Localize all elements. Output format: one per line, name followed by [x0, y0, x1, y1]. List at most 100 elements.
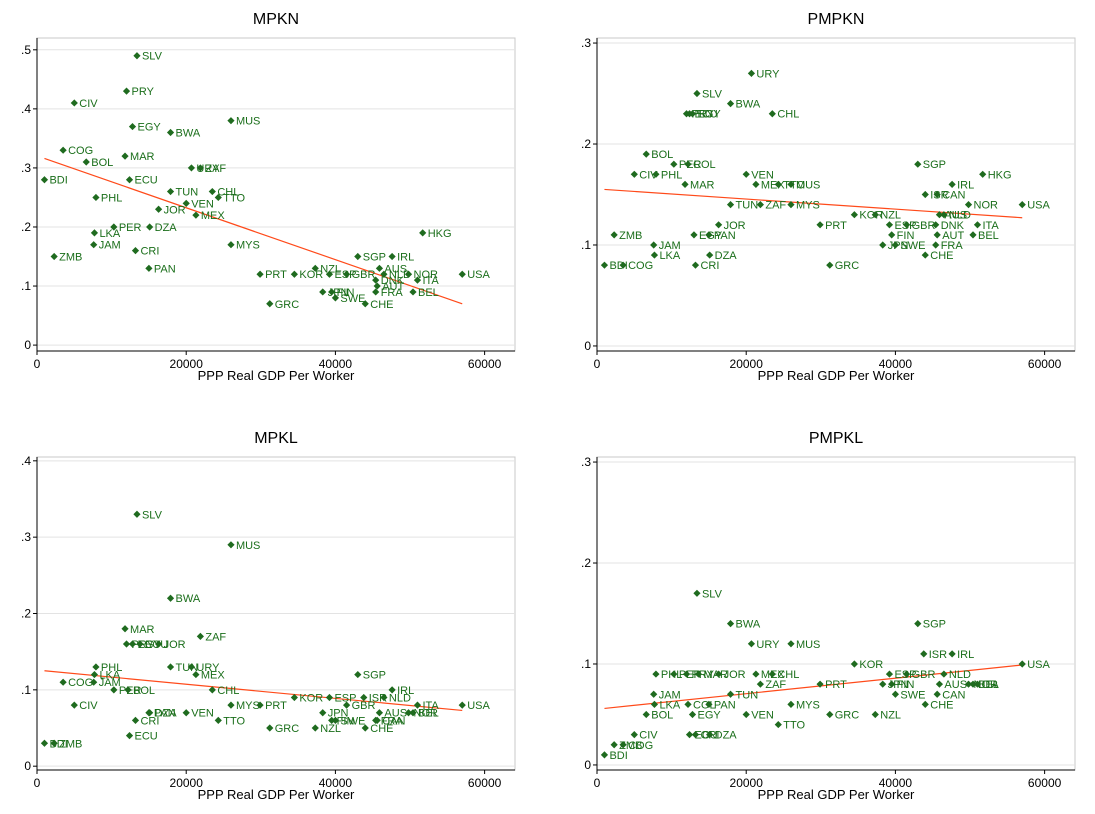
data-point	[903, 221, 911, 229]
x-tick-label: 40000	[319, 357, 353, 371]
point-label: NLD	[949, 669, 971, 681]
data-point	[319, 288, 327, 296]
x-tick-label: 0	[34, 357, 41, 371]
point-label: GRC	[835, 709, 860, 721]
y-tick-label: .1	[581, 657, 591, 671]
point-label: SGP	[923, 619, 946, 631]
data-point	[59, 146, 67, 154]
data-point	[888, 680, 896, 688]
y-tick-label: .2	[581, 137, 591, 151]
point-label: EGY	[697, 109, 721, 121]
point-label: URY	[756, 639, 780, 651]
point-label: CHL	[777, 109, 799, 121]
point-label: NLD	[949, 210, 971, 222]
point-label: COL	[693, 159, 716, 171]
point-label: USA	[1027, 659, 1050, 671]
y-tick-label: .4	[21, 102, 31, 116]
point-label: MUS	[236, 540, 260, 552]
point-label: NOR	[974, 679, 999, 691]
data-point	[59, 678, 67, 686]
point-label: BWA	[176, 127, 201, 139]
point-label: ZAF	[765, 200, 786, 212]
point-label: PRT	[825, 679, 847, 691]
data-point	[354, 252, 362, 261]
chart-title: MPKL	[254, 430, 298, 447]
data-point	[328, 716, 336, 724]
data-point	[227, 701, 235, 709]
data-point	[940, 211, 948, 219]
data-point	[879, 680, 887, 688]
data-point	[726, 200, 735, 209]
point-label: SWE	[340, 293, 365, 305]
data-point	[458, 270, 466, 278]
data-point	[325, 693, 334, 702]
point-label: PHL	[661, 169, 682, 181]
data-point	[110, 223, 118, 231]
data-point	[343, 701, 351, 709]
point-label: CHE	[370, 299, 393, 311]
y-tick-label: 0	[24, 338, 31, 352]
point-label: ISR	[929, 649, 947, 661]
point-label: DZA	[155, 222, 178, 234]
chart-title: MPKN	[253, 11, 299, 28]
data-point	[940, 670, 948, 678]
point-label: KOR	[859, 659, 883, 671]
x-tick-label: 0	[594, 357, 601, 371]
chart-panel-mpkn: MPKN 0 .1 .2 .3 .4 .5 0 20000 40000 60000 PPP Real …	[21, 11, 516, 383]
data-point	[122, 640, 131, 648]
point-label: COG	[68, 145, 93, 157]
y-tick-label: .5	[21, 43, 31, 57]
y-tick-label: .1	[21, 279, 31, 293]
point-label: BEL	[978, 679, 999, 691]
point-label: JOR	[724, 669, 746, 681]
x-tick-label: 40000	[319, 776, 353, 790]
data-point	[458, 701, 466, 709]
point-label: MUS	[796, 639, 820, 651]
data-point	[90, 229, 99, 237]
data-point	[969, 231, 977, 239]
data-point	[92, 193, 100, 202]
data-point	[652, 170, 660, 178]
data-point	[850, 660, 858, 668]
data-point	[128, 122, 137, 131]
point-label: CAN	[942, 190, 965, 202]
point-label: NZL	[320, 263, 341, 275]
point-label: CRI	[140, 715, 159, 727]
data-point	[979, 170, 987, 178]
data-point	[372, 716, 380, 724]
point-label: PRY	[132, 86, 155, 98]
data-point	[932, 241, 940, 249]
data-point	[715, 670, 723, 678]
data-point	[266, 724, 274, 732]
point-label: GBR	[912, 669, 936, 681]
point-label: FIN	[897, 230, 915, 242]
chart-title: PMPKL	[809, 430, 863, 447]
point-label: PRT	[265, 700, 287, 712]
data-point	[705, 231, 713, 239]
data-point	[380, 270, 388, 278]
data-point	[40, 739, 49, 747]
data-point	[182, 709, 190, 717]
data-point	[373, 282, 381, 290]
point-label: TTO	[783, 179, 805, 191]
x-axis-label: PPP Real GDP Per Worker	[198, 368, 355, 383]
y-tick-label: .3	[21, 161, 31, 175]
data-point	[948, 180, 956, 189]
data-point	[670, 160, 678, 168]
x-tick-label: 60000	[468, 357, 502, 371]
point-label: JOR	[164, 639, 186, 651]
data-point	[413, 701, 422, 709]
point-label: PAN	[154, 263, 176, 275]
point-label: KOR	[859, 210, 883, 222]
data-point	[155, 640, 163, 648]
data-point	[715, 221, 723, 229]
point-label: AUT	[382, 281, 404, 293]
point-label: CHL	[777, 669, 799, 681]
point-label: JPN	[888, 240, 909, 252]
point-label: LKA	[99, 228, 120, 240]
data-point	[214, 193, 222, 202]
data-point	[903, 670, 911, 678]
data-point	[600, 751, 609, 759]
point-label: PAN	[714, 699, 736, 711]
point-label: SGP	[923, 159, 946, 171]
